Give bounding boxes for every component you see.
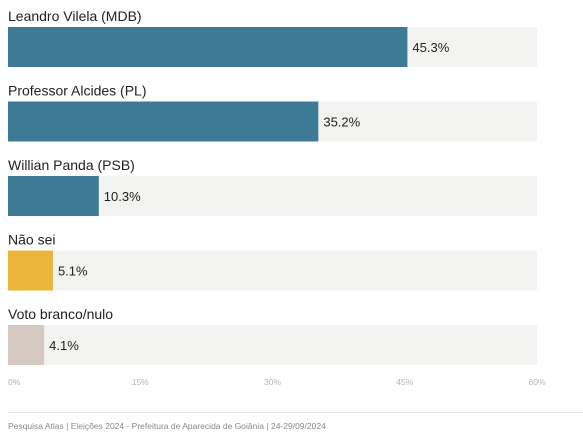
bar-track [8, 250, 537, 291]
bar-category-label: Não sei [8, 232, 55, 248]
bar-value-label: 35.2% [323, 115, 360, 130]
bar-track [8, 325, 537, 365]
bar [8, 176, 99, 216]
bar-category-label: Willian Panda (PSB) [8, 157, 135, 173]
bar [8, 250, 53, 291]
bar-category-label: Professor Alcides (PL) [8, 83, 147, 99]
footer-separator: | [66, 421, 69, 431]
x-tick-label: 0% [8, 377, 21, 387]
x-tick-label: 30% [264, 377, 281, 387]
x-tick-label: 15% [132, 377, 149, 387]
bar [8, 27, 408, 67]
bar-category-label: Voto branco/nulo [8, 306, 113, 322]
footer-divider [8, 412, 583, 413]
bar-value-label: 10.3% [104, 189, 141, 204]
bar [8, 325, 45, 365]
bar-value-label: 45.3% [412, 40, 449, 55]
bar [8, 101, 319, 142]
bar-value-label: 4.1% [49, 338, 79, 353]
footer-source: Pesquisa Atlas [8, 421, 64, 431]
footer-separator: | [266, 421, 269, 431]
bar-category-label: Leandro Vilela (MDB) [8, 8, 142, 24]
bar-value-label: 5.1% [58, 264, 88, 279]
footer: Pesquisa Atlas | Eleições 2024 - Prefeit… [8, 421, 326, 431]
footer-subject: Eleições 2024 - Prefeitura de Aparecida … [70, 421, 264, 431]
x-tick-label: 60% [528, 377, 545, 387]
x-tick-label: 45% [396, 377, 413, 387]
footer-date: 24-29/09/2024 [270, 421, 326, 431]
